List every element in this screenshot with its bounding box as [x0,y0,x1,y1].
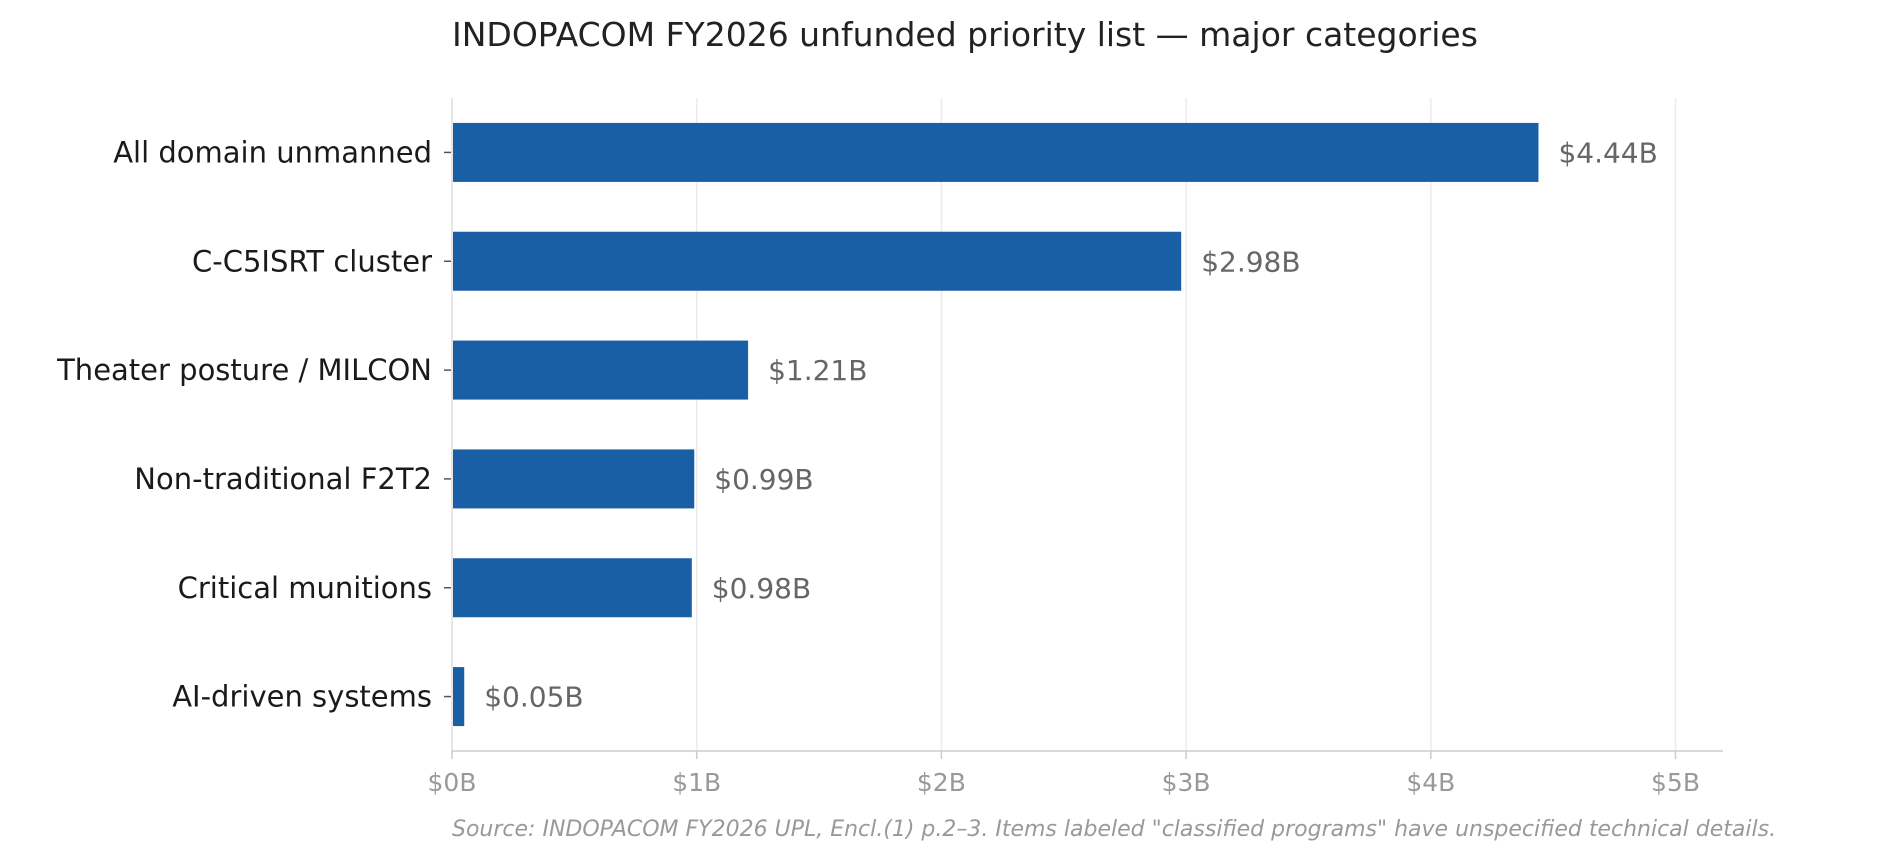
bars [452,122,1539,727]
bar-5 [452,667,465,727]
value-label-0: $4.44B [1558,136,1657,169]
bar-2 [452,340,749,400]
value-label-3: $0.99B [714,463,813,496]
category-label-4: Critical munitions [178,571,432,605]
value-label-4: $0.98B [712,572,811,605]
bar-3 [452,449,695,509]
bar-0 [452,122,1539,182]
value-label-2: $1.21B [768,354,867,387]
category-label-1: C-C5ISRT cluster [192,244,432,278]
x-tick-label-3: $3B [1162,768,1211,797]
x-tick-label-4: $4B [1406,768,1455,797]
x-tick-label-0: $0B [428,768,477,797]
value-label-5: $0.05B [484,681,583,714]
x-tick-label-1: $1B [672,768,721,797]
x-ticks: $0B $1B $2B $3B $4B $5B [428,751,1700,797]
x-tick-label-5: $5B [1651,768,1700,797]
chart-title: INDOPACOM FY2026 unfunded priority list … [452,15,1478,54]
value-label-1: $2.98B [1201,245,1300,278]
source-note: Source: INDOPACOM FY2026 UPL, Encl.(1) p… [452,817,1776,842]
category-label-3: Non-traditional F2T2 [134,462,432,496]
bar-1 [452,231,1182,291]
bar-4 [452,558,692,618]
category-label-5: AI-driven systems [172,680,432,714]
grid-lines [695,98,1677,751]
x-tick-label-2: $2B [917,768,966,797]
labels: All domain unmanned $4.44B C-C5ISRT cluste… [56,135,1658,713]
category-label-0: All domain unmanned [113,135,432,169]
category-label-2: Theater posture / MILCON [56,353,432,387]
